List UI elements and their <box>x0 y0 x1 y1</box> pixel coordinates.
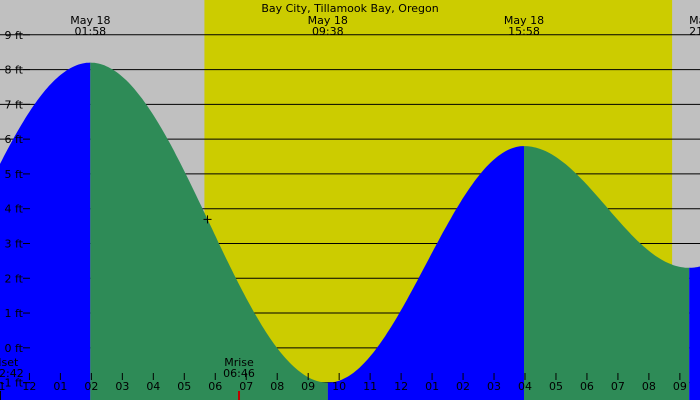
x-tick-label: 08 <box>642 380 656 393</box>
x-tick-label: 12 <box>22 380 36 393</box>
x-tick-label: 05 <box>549 380 563 393</box>
tide-date-label: May 18 <box>308 14 348 27</box>
x-tick-label: 11 <box>363 380 377 393</box>
y-tick-label: -1 ft <box>1 377 24 390</box>
falling-tide-area <box>90 62 328 400</box>
tide-date-label: May 18 <box>504 14 544 27</box>
x-tick-label: 03 <box>487 380 501 393</box>
moon-marker-tick <box>0 391 1 400</box>
y-tick-label: 6 ft <box>5 133 24 146</box>
x-tick-label: 08 <box>270 380 284 393</box>
y-tick-label: 7 ft <box>5 98 24 111</box>
moon-marker-tick <box>238 391 241 400</box>
tide-time-label: 21:18 <box>689 25 700 38</box>
x-axis-ticks: 11 12 01 02 03 04 05 06 07 08 09 10 11 12 01 02 03 04 05 06… <box>0 373 687 393</box>
moon-marker-time: 22:42 <box>0 367 24 380</box>
tide-date-label: May 18 <box>70 14 110 27</box>
y-tick-label: 5 ft <box>5 168 24 181</box>
y-tick-label: 3 ft <box>5 237 24 250</box>
x-tick-label: 09 <box>301 380 315 393</box>
x-tick-label: 06 <box>580 380 594 393</box>
x-tick-label: 01 <box>425 380 439 393</box>
moon-marker-time: 06:46 <box>223 367 255 380</box>
moon-marker-label: Mset <box>0 356 19 369</box>
tide-area-layer <box>0 62 700 400</box>
y-tick-label: 8 ft <box>5 64 24 77</box>
x-tick-label: 07 <box>611 380 625 393</box>
x-tick-label: 05 <box>177 380 191 393</box>
x-tick-label: 06 <box>208 380 222 393</box>
x-tick-label: 04 <box>518 380 532 393</box>
y-tick-label: 9 ft <box>5 29 24 42</box>
rising-tide-area <box>0 62 91 400</box>
y-tick-label: 0 ft <box>5 342 24 355</box>
y-tick-label: 2 ft <box>5 272 24 285</box>
tide-time-label: 01:58 <box>74 25 106 38</box>
y-tick-label: 1 ft <box>5 307 24 320</box>
x-tick-label: 04 <box>146 380 160 393</box>
tide-time-label: 09:38 <box>312 25 344 38</box>
x-tick-label: 01 <box>53 380 67 393</box>
chart-title: Bay City, Tillamook Bay, Oregon <box>261 2 438 15</box>
x-tick-label: 11 <box>0 380 5 393</box>
rising-tide-area <box>689 266 700 400</box>
x-tick-label: 02 <box>456 380 470 393</box>
tide-time-label: 15:58 <box>508 25 540 38</box>
moon-marker-label: Mrise <box>224 356 254 369</box>
y-tick-label: 4 ft <box>5 203 24 216</box>
rising-tide-area <box>327 146 524 400</box>
x-tick-label: 12 <box>394 380 408 393</box>
falling-tide-area <box>524 146 690 400</box>
x-tick-label: 10 <box>332 380 346 393</box>
x-tick-label: 03 <box>115 380 129 393</box>
x-tick-label: 02 <box>84 380 98 393</box>
tide-date-label: May 18 <box>689 14 700 27</box>
current-time-marker <box>203 215 212 224</box>
x-tick-label: 07 <box>239 380 253 393</box>
x-tick-label: 09 <box>673 380 687 393</box>
y-axis-labels: -1 ft 0 ft 1 ft 2 ft 3 ft 4 ft 5 ft 6 ft 7 ft 8 f… <box>1 29 30 390</box>
